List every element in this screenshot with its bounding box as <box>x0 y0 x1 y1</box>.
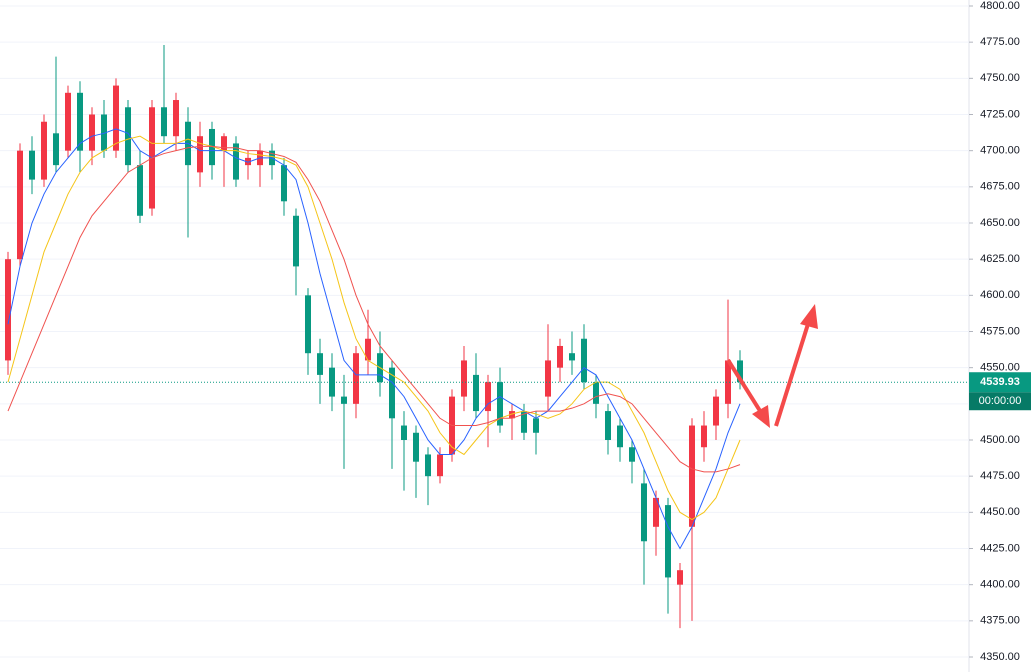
candle-body <box>737 360 743 383</box>
candle-body <box>329 367 335 397</box>
candle-body <box>401 425 407 440</box>
arrow-down-shaft <box>726 358 764 416</box>
candle-body <box>101 114 107 151</box>
candle-body <box>425 454 431 477</box>
candle-body <box>17 150 23 260</box>
candle-body <box>461 360 467 397</box>
y-tick-label: 4550.00 <box>980 362 1020 374</box>
arrow-up-shaft <box>774 323 810 427</box>
arrow-up-head <box>800 304 818 329</box>
candle-body <box>593 382 599 404</box>
candle-body <box>53 133 59 166</box>
candle-body <box>557 345 563 368</box>
y-tick-label: 4450.00 <box>980 506 1020 518</box>
candle-body <box>305 295 311 354</box>
y-tick-label: 4675.00 <box>980 181 1020 193</box>
countdown-label: 00:00:00 <box>979 395 1022 407</box>
candle-body <box>521 411 527 433</box>
candle-body <box>161 107 167 137</box>
y-tick-label: 4650.00 <box>980 217 1020 229</box>
candle-body <box>365 338 371 361</box>
candle-body <box>137 165 143 216</box>
candle-body <box>605 411 611 440</box>
arrow-down-head <box>752 405 770 428</box>
candle-body <box>293 215 299 267</box>
candle-body <box>413 432 419 462</box>
price-axis: 4350.00 4375.00 4400.00 4425.00 4450.00 4475.… <box>969 0 1031 663</box>
countdown-badge <box>969 392 1031 411</box>
y-tick-label: 4500.00 <box>980 434 1020 446</box>
last-price-badge <box>969 372 1031 393</box>
last-price-label: 4539.93 <box>980 376 1020 388</box>
candle-body <box>77 92 83 151</box>
y-tick-label: 4775.00 <box>980 36 1020 48</box>
candle-body <box>389 367 395 419</box>
candle-body <box>41 121 47 180</box>
y-tick-label: 4750.00 <box>980 72 1020 84</box>
y-tick-label: 4700.00 <box>980 145 1020 157</box>
annotation-arrows <box>726 304 818 428</box>
y-tick-label: 4425.00 <box>980 542 1020 554</box>
candle-body <box>629 447 635 462</box>
candle-body <box>725 360 731 404</box>
candle-body <box>437 454 443 477</box>
candle-body <box>665 505 671 578</box>
candle-body <box>125 107 131 166</box>
candle-body <box>173 100 179 137</box>
y-tick-label: 4725.00 <box>980 108 1020 120</box>
candle-body <box>653 497 659 527</box>
candle-body <box>545 360 551 397</box>
moving-average-line <box>7 135 741 521</box>
y-tick-label: 4600.00 <box>980 289 1020 301</box>
candle-body <box>113 85 119 151</box>
candle-body <box>473 374 479 412</box>
candle-body <box>353 353 359 404</box>
candle-body <box>713 396 719 426</box>
moving-average-line <box>7 145 741 473</box>
candle-body <box>221 136 227 151</box>
candle-body <box>641 483 647 542</box>
candle-body <box>701 425 707 448</box>
candle-body <box>233 143 239 180</box>
candle-body <box>317 353 323 375</box>
candle-body <box>65 92 71 151</box>
y-tick-label: 4475.00 <box>980 470 1020 482</box>
candle-body <box>485 382 491 412</box>
y-tick-label: 4575.00 <box>980 325 1020 337</box>
candle-body <box>29 150 35 180</box>
y-tick-label: 4625.00 <box>980 253 1020 265</box>
candle-body <box>581 338 587 383</box>
candle-body <box>497 382 503 426</box>
candle-body <box>569 353 575 361</box>
y-tick-label: 4400.00 <box>980 579 1020 591</box>
y-tick-label: 4375.00 <box>980 615 1020 627</box>
y-tick-label: 4350.00 <box>980 651 1020 663</box>
y-tick-label: 4800.00 <box>980 0 1020 12</box>
candle-body <box>89 114 95 151</box>
candle-body <box>617 425 623 448</box>
candle-body <box>509 411 515 419</box>
candle-body <box>245 157 251 166</box>
candle-body <box>341 396 347 404</box>
candle-body <box>5 259 11 361</box>
moving-average-line <box>7 128 741 550</box>
plot-area <box>0 5 969 658</box>
candle-body <box>197 136 203 173</box>
candle-body <box>209 128 215 166</box>
candle-body <box>281 165 287 202</box>
candle-body <box>677 570 683 585</box>
candle-body <box>689 425 695 527</box>
candle-body <box>533 418 539 433</box>
